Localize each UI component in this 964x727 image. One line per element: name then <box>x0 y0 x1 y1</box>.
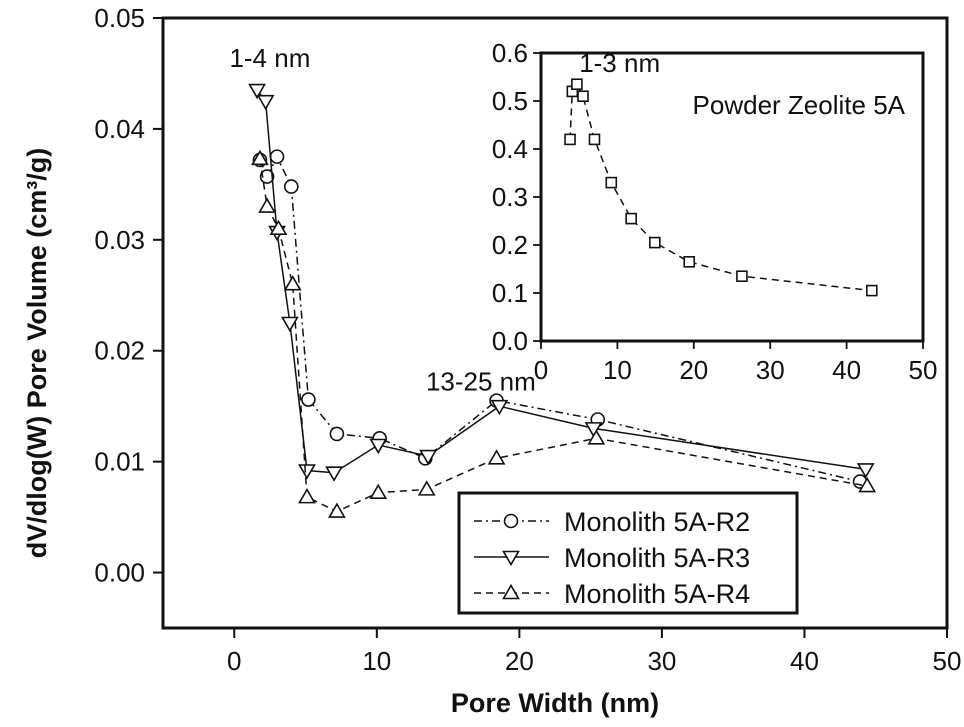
annotation-label: 1-4 nm <box>229 43 310 73</box>
y-tick-label: 0.01 <box>94 447 145 477</box>
inset-x-tick-label: 50 <box>909 355 938 385</box>
inset-y-tick-label: 0.6 <box>492 38 528 68</box>
data-point-1-7 <box>419 449 438 466</box>
legend-label: Monolith 5A-R2 <box>564 507 750 537</box>
annotation-label: 13-25 nm <box>426 367 536 397</box>
data-point-2-2 <box>269 219 288 236</box>
inset-title: Powder Zeolite 5A <box>693 90 906 120</box>
data-point-1-10 <box>856 463 875 479</box>
y-axis-title: dV/dlog(W) Pore Volume (cm³/g) <box>22 148 52 558</box>
data-point-0-3 <box>283 179 299 194</box>
x-axis-title: Pore Width (nm) <box>451 688 659 718</box>
inset-x-tick-label: 10 <box>603 355 632 385</box>
data-point-2-8 <box>487 449 506 465</box>
data-point-0-4 <box>588 133 601 146</box>
inset-y-tick-label: 0.1 <box>492 278 528 308</box>
data-point-0-9 <box>736 270 748 283</box>
inset-x-tick-label: 0 <box>534 355 548 385</box>
data-point-1-6 <box>369 438 388 455</box>
x-tick-label: 50 <box>933 646 962 676</box>
inset-x-tick-label: 20 <box>679 355 708 385</box>
inset-y-tick-label: 0.4 <box>492 134 528 164</box>
data-point-1-3 <box>280 316 299 333</box>
data-point-2-10 <box>858 476 877 493</box>
legend-marker-2 <box>502 583 520 600</box>
x-tick-label: 20 <box>505 646 534 676</box>
inset-chart: 0 10 20 30 40 50 0.0 0.1 0.2 0.3 0.4 0.5 0.6 Powder Z… <box>492 38 938 385</box>
data-point-1-0 <box>248 83 266 100</box>
data-point-1-8 <box>490 399 509 416</box>
inset-plot-frame <box>539 51 925 343</box>
data-point-0-6 <box>625 212 637 225</box>
data-point-0-8 <box>683 255 696 268</box>
legend-label: Monolith 5A-R4 <box>564 579 750 609</box>
legend-marker-0 <box>503 513 519 529</box>
x-tick-label: 10 <box>362 646 391 676</box>
inset-annotation-label: 1-3 nm <box>579 48 660 78</box>
inset-y-tick-label: 0.3 <box>492 182 528 212</box>
data-point-2-3 <box>283 275 302 291</box>
inset-y-tick-label: 0.2 <box>492 230 528 260</box>
x-tick-label: 0 <box>227 646 241 676</box>
y-tick-label: 0.04 <box>94 114 145 144</box>
inset-x-tick-label: 40 <box>832 355 861 385</box>
data-point-0-4 <box>301 392 316 407</box>
y-tick-label: 0.05 <box>94 3 145 33</box>
data-point-0-5 <box>605 176 618 189</box>
y-tick-label: 0.03 <box>94 225 145 255</box>
data-point-0-0 <box>564 133 576 146</box>
data-point-0-5 <box>329 426 345 442</box>
legend: Monolith 5A-R2 Monolith 5A-R3 Monolith 5A-… <box>457 491 799 615</box>
x-tick-label: 40 <box>790 646 819 676</box>
inset-y-tick-label: 0.0 <box>492 326 528 356</box>
data-point-2-4 <box>298 488 316 504</box>
data-point-2-0 <box>251 149 269 166</box>
y-tick-label: 0.02 <box>94 336 145 366</box>
data-point-2-1 <box>258 197 276 213</box>
data-point-2-5 <box>328 502 346 518</box>
data-point-0-3 <box>577 90 589 102</box>
data-point-0-10 <box>866 284 878 297</box>
data-point-2-7 <box>417 480 436 496</box>
data-point-0-2 <box>571 78 583 90</box>
data-point-0-7 <box>649 236 661 249</box>
y-tick-label: 0.00 <box>94 558 145 588</box>
inset-y-tick-label: 0.5 <box>492 86 528 116</box>
legend-marker-1 <box>502 550 520 567</box>
x-tick-label: 30 <box>647 646 676 676</box>
data-point-1-4 <box>298 464 316 480</box>
data-point-2-9 <box>587 429 606 445</box>
data-point-1-9 <box>584 422 603 438</box>
data-point-1-1 <box>256 94 275 111</box>
inset-x-tick-label: 30 <box>756 355 785 385</box>
data-point-0-2 <box>269 149 285 164</box>
legend-label: Monolith 5A-R3 <box>564 543 750 573</box>
data-point-1-5 <box>325 466 343 482</box>
data-point-0-1 <box>259 169 275 184</box>
data-point-2-6 <box>369 483 388 499</box>
